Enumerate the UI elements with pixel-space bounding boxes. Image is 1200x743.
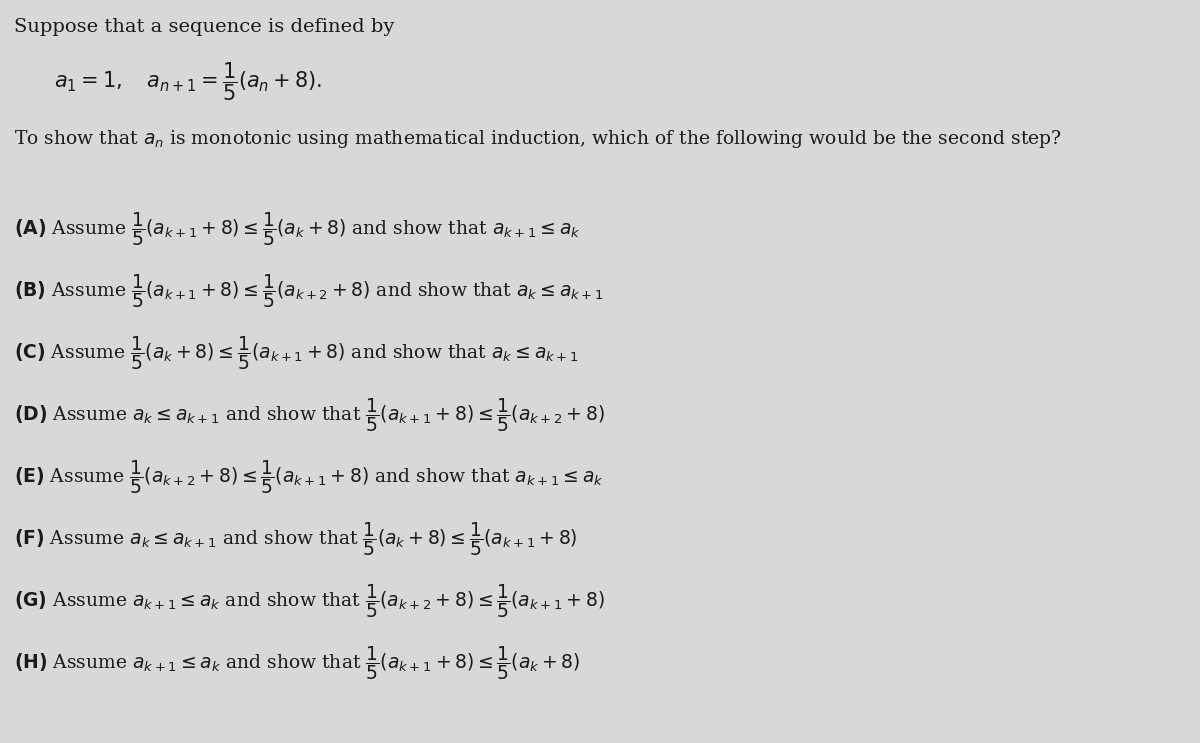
Text: $\mathbf{(G)}$ Assume $a_{k+1} \leq a_k$ and show that $\dfrac{1}{5}(a_{k+2}+8) : $\mathbf{(G)}$ Assume $a_{k+1} \leq a_k$…: [14, 582, 605, 620]
Text: $\mathbf{(E)}$ Assume $\dfrac{1}{5}(a_{k+2}+8) \leq \dfrac{1}{5}(a_{k+1}+8)$ and: $\mathbf{(E)}$ Assume $\dfrac{1}{5}(a_{k…: [14, 458, 604, 496]
Text: $\mathbf{(F)}$ Assume $a_k \leq a_{k+1}$ and show that $\dfrac{1}{5}(a_k+8) \leq: $\mathbf{(F)}$ Assume $a_k \leq a_{k+1}$…: [14, 520, 577, 558]
Text: $a_1 = 1, \quad a_{n+1} = \dfrac{1}{5}(a_n + 8).$: $a_1 = 1, \quad a_{n+1} = \dfrac{1}{5}(a…: [54, 60, 323, 103]
Text: To show that $a_n$ is monotonic using mathematical induction, which of the follo: To show that $a_n$ is monotonic using ma…: [14, 128, 1062, 150]
Text: $\mathbf{(A)}$ Assume $\dfrac{1}{5}(a_{k+1}+8) \leq \dfrac{1}{5}(a_k+8)$ and sho: $\mathbf{(A)}$ Assume $\dfrac{1}{5}(a_{k…: [14, 210, 581, 248]
Text: Suppose that a sequence is defined by: Suppose that a sequence is defined by: [14, 18, 395, 36]
Text: $\mathbf{(D)}$ Assume $a_k \leq a_{k+1}$ and show that $\dfrac{1}{5}(a_{k+1}+8) : $\mathbf{(D)}$ Assume $a_k \leq a_{k+1}$…: [14, 396, 605, 434]
Text: $\mathbf{(C)}$ Assume $\dfrac{1}{5}(a_k+8) \leq \dfrac{1}{5}(a_{k+1}+8)$ and sho: $\mathbf{(C)}$ Assume $\dfrac{1}{5}(a_k+…: [14, 334, 578, 372]
Text: $\mathbf{(B)}$ Assume $\dfrac{1}{5}(a_{k+1}+8) \leq \dfrac{1}{5}(a_{k+2}+8)$ and: $\mathbf{(B)}$ Assume $\dfrac{1}{5}(a_{k…: [14, 272, 604, 310]
Text: $\mathbf{(H)}$ Assume $a_{k+1} \leq a_k$ and show that $\dfrac{1}{5}(a_{k+1}+8) : $\mathbf{(H)}$ Assume $a_{k+1} \leq a_k$…: [14, 644, 581, 682]
